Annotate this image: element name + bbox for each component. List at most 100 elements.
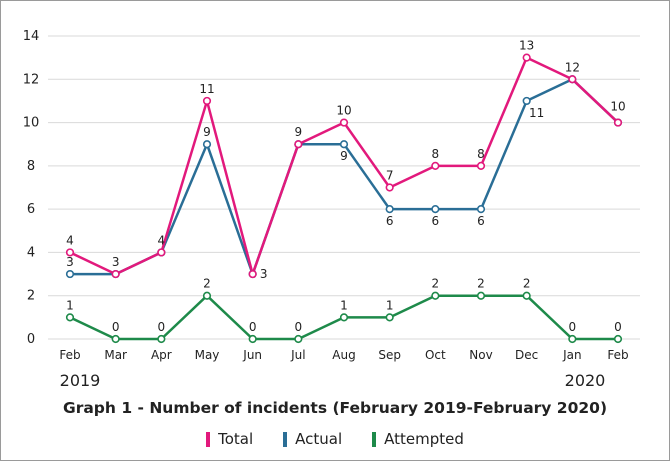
data-label-total: 11 — [199, 82, 214, 96]
legend-item-attempted: Attempted — [372, 430, 464, 448]
data-label-actual: 9 — [340, 149, 348, 163]
x-tick-label: Nov — [469, 348, 492, 362]
data-point-attempted — [385, 313, 394, 322]
x-tick-label: Jan — [562, 348, 582, 362]
x-tick-label: Oct — [425, 348, 446, 362]
x-tick-label: Jul — [290, 348, 305, 362]
data-point-attempted — [339, 313, 349, 322]
data-point-attempted — [476, 291, 486, 300]
legend-label-total: Total — [218, 430, 254, 448]
x-tick-label: May — [195, 348, 220, 362]
data-point-total — [613, 118, 623, 127]
data-label-total: 3 — [260, 267, 268, 281]
data-label-attempted: 0 — [614, 320, 622, 334]
x-tick-label: Dec — [515, 348, 538, 362]
data-point-total — [476, 161, 486, 170]
data-point-attempted — [294, 334, 303, 344]
data-label-total: 4 — [158, 233, 166, 247]
data-label-attempted: 0 — [249, 320, 257, 334]
data-label-total: 9 — [295, 125, 303, 139]
data-point-attempted — [111, 334, 120, 344]
y-tick-label: 12 — [23, 72, 40, 87]
data-point-attempted — [431, 291, 440, 300]
data-label-attempted: 1 — [66, 298, 74, 312]
data-point-total — [202, 96, 212, 106]
data-label-total: 13 — [519, 39, 534, 53]
data-label-total: 10 — [336, 104, 351, 118]
data-label-attempted: 2 — [203, 277, 211, 291]
data-label-attempted: 0 — [569, 320, 577, 334]
legend-item-actual: Actual — [283, 430, 342, 448]
data-point-total — [294, 140, 303, 149]
x-tick-label: Sep — [378, 348, 401, 362]
x-tick-label: Mar — [104, 348, 127, 362]
data-label-actual: 6 — [432, 214, 440, 228]
legend-swatch-attempted — [372, 431, 377, 447]
data-point-attempted — [568, 334, 577, 344]
x-tick-label: Aug — [332, 348, 355, 362]
data-label-attempted: 2 — [432, 277, 440, 291]
x-tick-label: Feb — [59, 348, 80, 362]
data-point-total — [522, 53, 531, 62]
data-point-attempted — [522, 291, 531, 300]
data-label-attempted: 0 — [158, 320, 166, 334]
data-point-total — [111, 269, 120, 279]
data-point-total — [385, 183, 394, 192]
legend-item-total: Total — [206, 430, 253, 448]
data-label-total: 8 — [477, 147, 485, 161]
data-label-total: 10 — [610, 100, 625, 114]
legend-label-attempted: Attempted — [384, 430, 464, 448]
legend-label-actual: Actual — [295, 430, 343, 448]
legend-swatch-actual — [283, 431, 288, 447]
data-point-attempted — [202, 291, 212, 300]
data-point-actual — [339, 140, 349, 149]
data-point-attempted — [157, 334, 166, 344]
year-label-end: 2020 — [565, 371, 606, 390]
data-point-actual — [522, 96, 531, 106]
data-label-actual: 3 — [66, 255, 74, 269]
data-label-attempted: 1 — [386, 298, 394, 312]
data-label-actual: 11 — [529, 106, 544, 120]
y-tick-label: 2 — [27, 289, 35, 304]
data-label-actual: 6 — [477, 214, 485, 228]
y-tick-label: 4 — [27, 245, 35, 260]
data-label-total: 7 — [386, 169, 394, 183]
data-point-total — [248, 269, 257, 279]
data-point-actual — [65, 269, 75, 279]
data-label-attempted: 2 — [523, 277, 531, 291]
y-tick-label: 8 — [27, 159, 35, 174]
data-point-total — [568, 75, 577, 84]
data-point-actual — [202, 140, 212, 149]
data-label-total: 12 — [565, 60, 580, 74]
data-label-total: 8 — [432, 147, 440, 161]
data-point-attempted — [65, 313, 75, 322]
legend: Total Actual Attempted — [0, 430, 670, 448]
year-label-start: 2019 — [60, 371, 101, 390]
data-point-total — [65, 248, 75, 257]
data-point-attempted — [613, 334, 623, 344]
chart-title: Graph 1 - Number of incidents (February … — [62, 399, 608, 417]
x-tick-label: Apr — [151, 348, 172, 362]
y-tick-label: 0 — [27, 332, 35, 347]
data-point-actual — [476, 205, 486, 214]
data-point-actual — [385, 205, 394, 214]
data-label-attempted: 0 — [112, 320, 120, 334]
y-tick-label: 6 — [27, 202, 35, 217]
data-point-actual — [431, 205, 440, 214]
data-label-total: 4 — [66, 233, 74, 247]
data-point-total — [157, 248, 166, 257]
data-label-attempted: 0 — [295, 320, 303, 334]
data-point-total — [431, 161, 440, 170]
data-label-actual: 6 — [386, 214, 394, 228]
x-tick-label: Jun — [242, 348, 262, 362]
data-point-attempted — [248, 334, 257, 344]
y-tick-label: 14 — [23, 29, 40, 44]
data-label-total: 3 — [112, 255, 120, 269]
x-tick-label: Feb — [607, 348, 628, 362]
data-point-total — [339, 118, 349, 127]
y-tick-label: 10 — [23, 116, 40, 131]
data-label-attempted: 2 — [477, 277, 485, 291]
data-label-actual: 9 — [203, 125, 211, 139]
